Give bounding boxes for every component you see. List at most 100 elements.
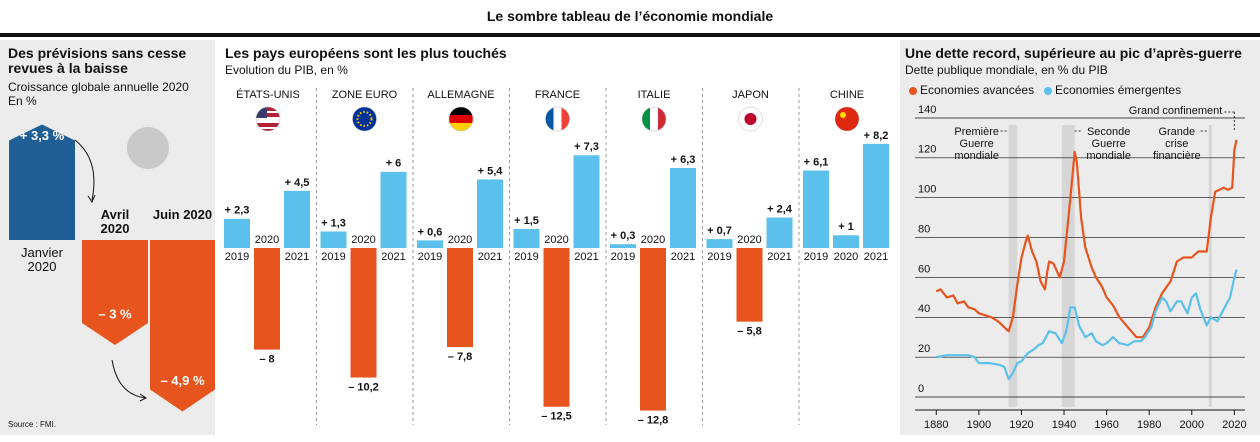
flag-border: [738, 106, 763, 132]
line: [935, 139, 1238, 339]
x-tick-label: 2021: [671, 251, 695, 263]
bar: [82, 240, 148, 345]
value-label: + 7,3: [574, 141, 599, 153]
value-label: + 2,3: [225, 205, 250, 217]
x-tick-label: 1940: [1052, 419, 1076, 431]
chart-subtitle: Evolution du PIB, en %: [225, 63, 348, 77]
x-tick-label: 2020: [737, 234, 761, 246]
bar: [9, 124, 75, 240]
flag: [352, 107, 377, 131]
bar: [573, 155, 600, 248]
shaded-period: [1208, 125, 1212, 407]
y-tick-label: 60: [918, 263, 930, 275]
y-tick-label: 20: [918, 343, 930, 355]
bar: [706, 239, 733, 248]
value-label: – 8: [259, 354, 274, 366]
x-tick-label: 2020: [641, 234, 665, 246]
x-tick-label: 1920: [1009, 419, 1033, 431]
bar: [610, 244, 636, 248]
flag-border: [255, 106, 281, 132]
bar: [833, 235, 859, 248]
flag-canton: [256, 107, 267, 118]
y-tick-label: 0: [918, 383, 924, 395]
flag-stripe: [561, 107, 570, 131]
bar: [350, 248, 377, 378]
value-label: + 0,3: [611, 230, 636, 242]
value-label: – 3 %: [98, 306, 132, 321]
x-tick-label: 2020: [448, 234, 472, 246]
x-tick-label: 2020: [834, 251, 858, 263]
y-tick-label: 40: [918, 303, 930, 315]
flag-stripe: [658, 107, 666, 131]
chart-subtitle: Croissance globale annuelle 2020: [8, 80, 189, 94]
y-tick-label: 140: [918, 104, 936, 116]
bar: [640, 248, 666, 411]
flag: [738, 107, 763, 131]
flag-border: [448, 106, 474, 132]
bar: [766, 217, 793, 248]
flag-border: [834, 106, 860, 132]
bar: [477, 179, 503, 248]
flag-border: [641, 106, 667, 132]
x-tick-label: 1980: [1137, 419, 1161, 431]
x-tick-label: 2021: [574, 251, 598, 263]
x-tick-label: 2019: [418, 251, 442, 263]
value-label: + 6: [386, 158, 402, 170]
flag-sun: [744, 113, 757, 125]
chart-title: Une dette record, supérieure au pic d’ap…: [905, 45, 1242, 61]
bar: [284, 190, 310, 248]
group-label: ÉTATS-UNIS: [236, 88, 300, 101]
arrow-head: [139, 393, 147, 402]
bar: [150, 240, 215, 412]
flag: [449, 107, 473, 131]
x-tick-label: 1880: [924, 419, 948, 431]
flag: [642, 107, 666, 131]
annotation: Première Guerre mondiale: [954, 126, 999, 162]
flag-stripe: [256, 111, 280, 113]
flag-stripe: [449, 107, 473, 115]
category-label: Avril 2020: [100, 207, 130, 236]
flag-stripe: [553, 107, 562, 131]
x-tick-label: 2021: [285, 251, 309, 263]
category-label: Janvier 2020: [21, 245, 63, 274]
legend-swatch: [1044, 87, 1052, 95]
x-tick-label: 2020: [351, 234, 375, 246]
bar: [254, 248, 280, 350]
value-label: – 4,9 %: [160, 373, 205, 388]
bar: [670, 167, 696, 248]
bar: [543, 248, 570, 407]
group-label: ALLEMAGNE: [427, 89, 494, 101]
flag-star: [840, 112, 846, 118]
group-label: CHINE: [830, 89, 864, 101]
x-tick-label: 2000: [1180, 419, 1204, 431]
flag-stripe: [449, 115, 473, 123]
page-title: Le sombre tableau de l’économie mondiale: [486, 8, 774, 24]
x-tick-label: 1960: [1094, 419, 1118, 431]
flag-border: [352, 106, 377, 132]
flag-stripe: [256, 127, 280, 129]
value-label: – 7,8: [448, 351, 472, 363]
y-tick-label: 100: [918, 184, 936, 196]
value-label: + 2,4: [767, 203, 793, 215]
title-rule: [0, 33, 1260, 37]
flag-stripe: [449, 123, 473, 131]
value-label: – 12,8: [638, 414, 669, 426]
chart-title: Les pays européens sont les plus touchés: [225, 45, 507, 61]
y-tick-label: 80: [918, 223, 930, 235]
bar: [417, 240, 443, 248]
x-tick-label: 2021: [864, 251, 888, 263]
x-tick-label: 2019: [611, 251, 635, 263]
globe-icon: [127, 127, 169, 169]
annotation: Grande crise financière: [1152, 126, 1201, 162]
value-label: + 3,3 %: [20, 128, 65, 143]
bar: [863, 143, 889, 248]
x-tick-label: 2019: [321, 251, 345, 263]
value-label: + 6,3: [671, 154, 696, 166]
legend-swatch: [909, 87, 917, 95]
value-label: + 4,5: [285, 177, 310, 189]
value-label: + 1: [838, 221, 854, 233]
arrow-head: [87, 194, 96, 204]
group-label: JAPON: [732, 89, 769, 101]
source: Source : FMI.: [8, 420, 57, 429]
